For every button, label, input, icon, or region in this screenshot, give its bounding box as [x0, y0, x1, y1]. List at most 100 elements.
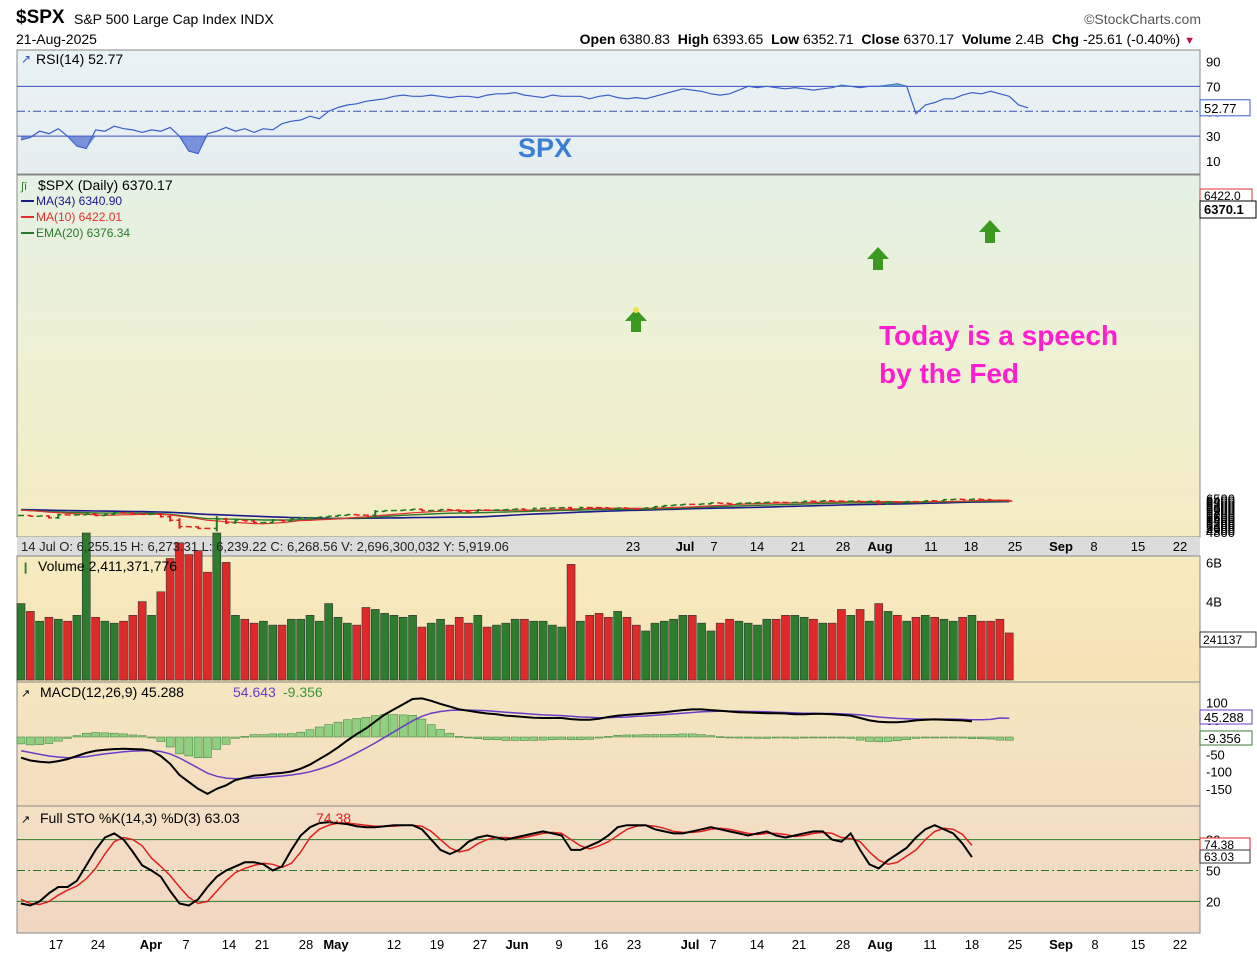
- volume-bar: [520, 618, 529, 681]
- rsi-overbought-fill: [832, 85, 842, 87]
- volume-bar: [837, 609, 846, 681]
- volume-bar: [855, 609, 865, 681]
- volume-bar: [548, 624, 557, 681]
- macd-histogram-bar: [753, 736, 762, 739]
- macd-last-box: [1199, 709, 1253, 725]
- macd-histogram-bar: [790, 736, 800, 739]
- volume-bar: [16, 603, 26, 681]
- volume-bar: [370, 609, 380, 681]
- rsi-last-label: 52.77: [1204, 101, 1237, 116]
- macd-histogram-bar: [259, 734, 268, 738]
- macd-histogram-bar: [855, 736, 865, 741]
- volume-bar: [343, 622, 352, 681]
- volume-bar: [203, 571, 212, 681]
- macd-histogram-bar: [977, 736, 986, 739]
- volume-bar: [333, 616, 343, 681]
- macd-histogram-bar: [669, 733, 678, 738]
- volume-bar: [445, 624, 455, 681]
- bottom-date-label: 12: [387, 937, 401, 952]
- macd-histogram-bar: [743, 736, 753, 739]
- bottom-date-label: 25: [1008, 937, 1022, 952]
- volume-bar: [287, 618, 296, 681]
- top-date-label: 21: [791, 539, 805, 554]
- rsi-panel-bg: [16, 49, 1201, 175]
- macd-histogram-bar: [35, 736, 44, 745]
- volume-bar: [669, 618, 678, 681]
- macd-histogram-bar: [389, 714, 399, 738]
- macd-histogram-bar: [436, 729, 445, 738]
- volume-bar: [165, 558, 175, 681]
- volume-bar: [967, 615, 977, 681]
- macd-histogram-bar: [482, 736, 492, 741]
- volume-bar: [697, 622, 706, 681]
- price-axis-tick: 6200: [1206, 497, 1235, 512]
- volume-label: Volume: [961, 31, 1012, 47]
- high-label: High: [677, 31, 709, 47]
- macd-line: [20, 697, 973, 796]
- rsi-oversold-fill: [198, 136, 208, 154]
- volume-bar: [911, 616, 921, 681]
- rsi-overbought-fill: [841, 85, 851, 87]
- macd-histogram-bar: [734, 736, 744, 739]
- volume-axis-tick: 6B: [1206, 555, 1222, 570]
- price-axis-tick: 5300: [1206, 515, 1235, 530]
- close-label: Close: [861, 31, 900, 47]
- volume-bar: [454, 616, 464, 681]
- bottom-date-label: 16: [594, 937, 608, 952]
- macd-histogram-bar: [184, 736, 194, 757]
- macd-histogram-bar: [324, 724, 333, 738]
- volume-bar: [119, 620, 128, 681]
- macd-histogram-bar: [921, 736, 930, 739]
- volume-bar: [315, 620, 324, 681]
- volume-bar: [939, 618, 949, 681]
- volume-bar: [389, 615, 399, 681]
- bottom-date-label: 7: [709, 937, 716, 952]
- volume-bar: [361, 607, 371, 681]
- volume-bar: [156, 591, 166, 681]
- symbol-title: $SPX: [16, 7, 65, 28]
- top-date-label: Aug: [867, 539, 892, 554]
- brand-logo[interactable]: ©StockCharts.com: [1084, 11, 1201, 27]
- volume-bar: [687, 615, 697, 681]
- low-value: 6352.71: [803, 31, 854, 47]
- macd-legend-macd: MACD(12,26,9) 45.288: [40, 684, 184, 700]
- high-value: 6393.65: [712, 31, 764, 47]
- price-axis-tick: 5500: [1206, 511, 1235, 526]
- macd-histogram-bar: [883, 736, 893, 742]
- macd-histogram-bar: [221, 736, 231, 745]
- bottom-date-label: 22: [1173, 937, 1187, 952]
- macd-histogram-bar: [632, 734, 641, 738]
- volume-bar: [426, 622, 436, 681]
- brand-text[interactable]: StockCharts.com: [1094, 11, 1201, 27]
- macd-histogram-bar: [100, 732, 110, 738]
- bottom-date-label: 9: [555, 937, 562, 952]
- volume-bar: [632, 624, 641, 681]
- rsi-oversold-fill: [21, 136, 31, 140]
- chart-date: 21-Aug-2025: [16, 31, 97, 47]
- volume-bar: [184, 554, 194, 681]
- volume-bar: [930, 616, 939, 681]
- macd-histogram-bar: [995, 736, 1005, 741]
- macd-histogram-bar: [417, 718, 427, 738]
- volume-bar: [566, 564, 576, 681]
- macd-histogram-bar: [454, 736, 464, 738]
- bottom-date-label: Apr: [140, 937, 162, 952]
- macd-histogram-bar: [688, 733, 697, 738]
- bottom-date-label: 8: [1091, 937, 1098, 952]
- volume-axis-tick: 4B: [1206, 595, 1222, 610]
- volume-bar: [81, 532, 91, 681]
- volume-bar: [501, 622, 511, 681]
- chg-label: Chg: [1051, 31, 1080, 47]
- top-date-label: 28: [836, 539, 850, 554]
- price-axis-tick: 5600: [1206, 509, 1235, 524]
- rsi-oversold-fill: [76, 136, 87, 149]
- ma34-line: [20, 500, 1010, 520]
- macd-histogram-bar: [361, 717, 371, 738]
- macd-histogram-bar: [613, 735, 622, 738]
- volume-bar: [1004, 632, 1014, 681]
- rsi-axis-tick: 90: [1206, 54, 1220, 69]
- info-bar-bg: [17, 537, 1200, 556]
- macd-histogram-bar: [809, 736, 818, 739]
- bottom-date-label: 11: [923, 937, 937, 952]
